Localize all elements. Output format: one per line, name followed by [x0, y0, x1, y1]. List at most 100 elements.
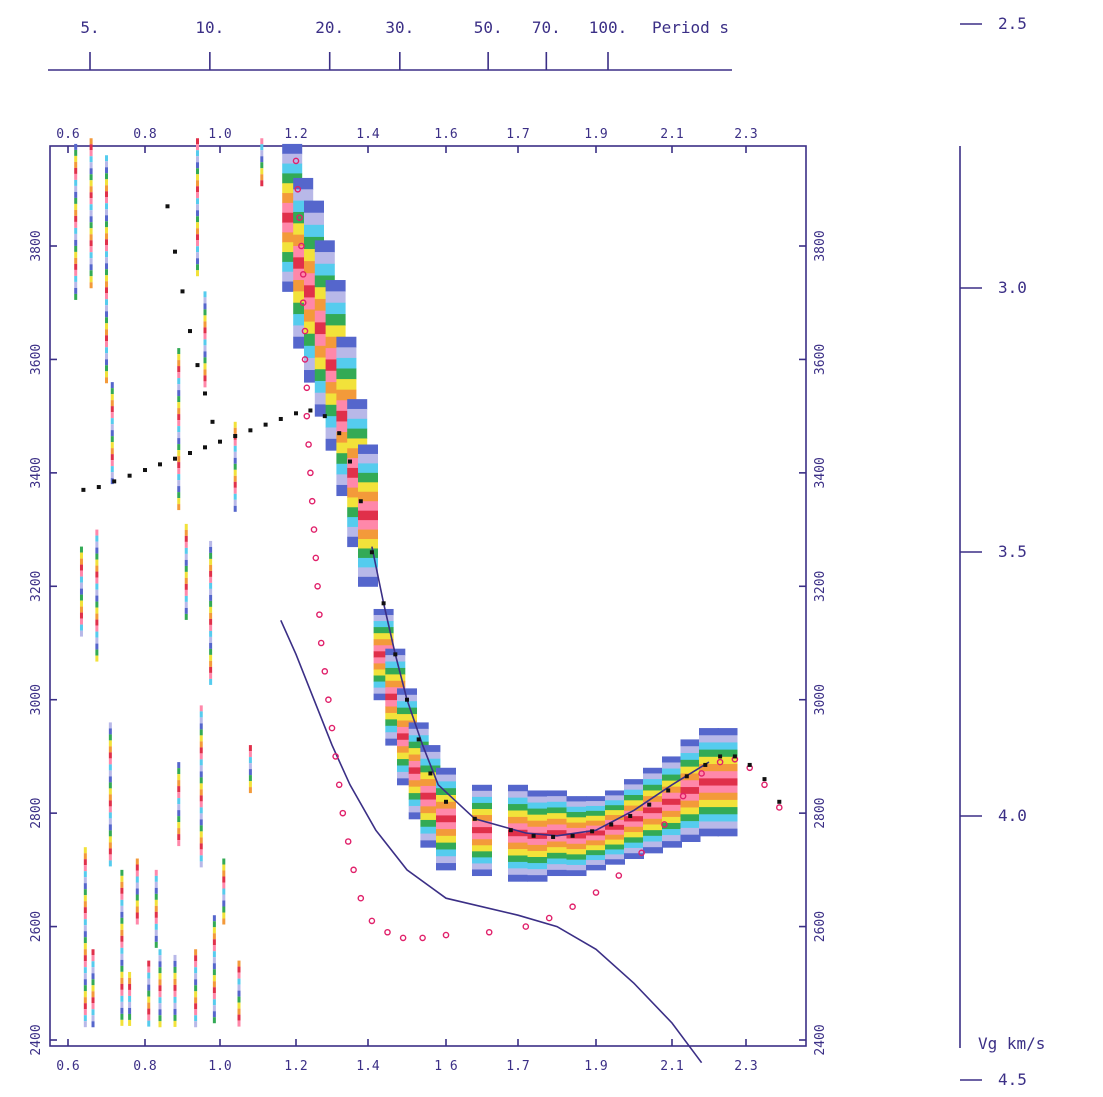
energy-band — [325, 382, 346, 394]
series-point — [703, 762, 708, 767]
energy-band — [472, 796, 492, 804]
noise-segment — [158, 1009, 162, 1016]
energy-band — [547, 807, 567, 814]
noise-segment — [110, 472, 114, 479]
energy-band — [547, 858, 567, 865]
noise-segment — [135, 906, 139, 913]
energy-band — [605, 824, 625, 831]
noise-segment — [110, 454, 114, 461]
noise-segment — [108, 830, 112, 837]
energy-band — [624, 810, 644, 817]
series-point — [522, 923, 530, 930]
noise-segment — [120, 941, 124, 948]
noise-strip — [177, 348, 181, 511]
noise-segment — [154, 875, 158, 882]
energy-column — [547, 790, 567, 877]
noise-segment — [110, 412, 114, 419]
energy-band — [385, 700, 406, 708]
series-point — [301, 327, 309, 335]
energy-band — [605, 800, 625, 806]
noise-segment — [95, 619, 99, 626]
series-point — [776, 804, 783, 811]
noise-segment — [79, 546, 83, 553]
energy-band — [680, 753, 701, 761]
series-point — [716, 758, 724, 766]
energy-band — [282, 261, 303, 273]
energy-band — [282, 222, 303, 233]
energy-band — [586, 864, 606, 871]
noise-segment — [158, 1003, 162, 1010]
noise-segment — [79, 624, 83, 631]
energy-band — [680, 800, 701, 808]
period-axis-label: Period s — [652, 18, 729, 37]
noise-segment — [120, 959, 124, 966]
noise-segment — [237, 966, 241, 973]
energy-band — [358, 491, 378, 502]
noise-segment — [135, 864, 139, 871]
energy-band — [717, 792, 738, 801]
series-point — [762, 777, 767, 782]
noise-segment — [196, 144, 199, 151]
series-point — [203, 391, 207, 396]
noise-segment — [199, 771, 203, 778]
energy-band — [717, 735, 738, 743]
energy-band — [527, 832, 548, 840]
noise-segment — [89, 252, 93, 259]
energy-band — [527, 844, 548, 852]
noise-segment — [199, 777, 203, 784]
series-point — [337, 431, 342, 436]
energy-band — [397, 771, 417, 779]
noise-segment — [196, 174, 199, 181]
noise-segment — [222, 876, 226, 883]
noise-segment — [83, 913, 87, 920]
noise-segment — [89, 174, 93, 181]
noise-segment — [199, 747, 203, 754]
noise-segment — [91, 991, 95, 998]
energy-band — [566, 843, 587, 850]
series-point — [545, 914, 553, 922]
noise-segment — [194, 991, 198, 998]
energy-band — [314, 252, 335, 265]
energy-band — [680, 834, 701, 842]
noise-segment — [248, 757, 252, 764]
noise-segment — [79, 576, 83, 583]
noise-segment — [177, 420, 181, 427]
energy-band — [566, 859, 587, 866]
noise-segment — [108, 794, 112, 801]
noise-segment — [196, 156, 199, 163]
energy-band — [408, 748, 429, 756]
noise-segment — [79, 570, 83, 577]
energy-band — [605, 819, 625, 826]
noise-segment — [83, 949, 87, 956]
energy-band — [643, 813, 663, 820]
energy-band — [624, 821, 644, 828]
energy-band — [385, 706, 406, 714]
noise-segment — [212, 927, 216, 934]
noise-segment — [199, 849, 203, 856]
series-point — [127, 473, 132, 478]
energy-band — [397, 733, 417, 741]
noise-segment — [89, 282, 93, 289]
noise-segment — [108, 728, 112, 735]
energy-band — [586, 820, 606, 827]
series-point — [165, 204, 170, 209]
series-point — [350, 866, 357, 874]
noise-segment — [203, 363, 207, 370]
noise-segment — [177, 468, 181, 475]
energy-band — [624, 784, 644, 791]
noise-segment — [108, 854, 112, 861]
noise-segment — [108, 788, 112, 795]
energy-band — [624, 779, 644, 785]
energy-band — [508, 849, 528, 856]
noise-segment — [105, 185, 108, 192]
noise-segment — [248, 751, 252, 758]
noise-segment — [203, 291, 207, 298]
energy-band — [662, 756, 682, 763]
energy-band — [472, 802, 492, 810]
noise-segment — [120, 1019, 124, 1026]
noise-segment — [128, 1007, 132, 1014]
noise-segment — [177, 402, 181, 409]
series-point — [339, 809, 347, 817]
energy-band — [643, 796, 663, 803]
energy-band — [358, 567, 378, 578]
